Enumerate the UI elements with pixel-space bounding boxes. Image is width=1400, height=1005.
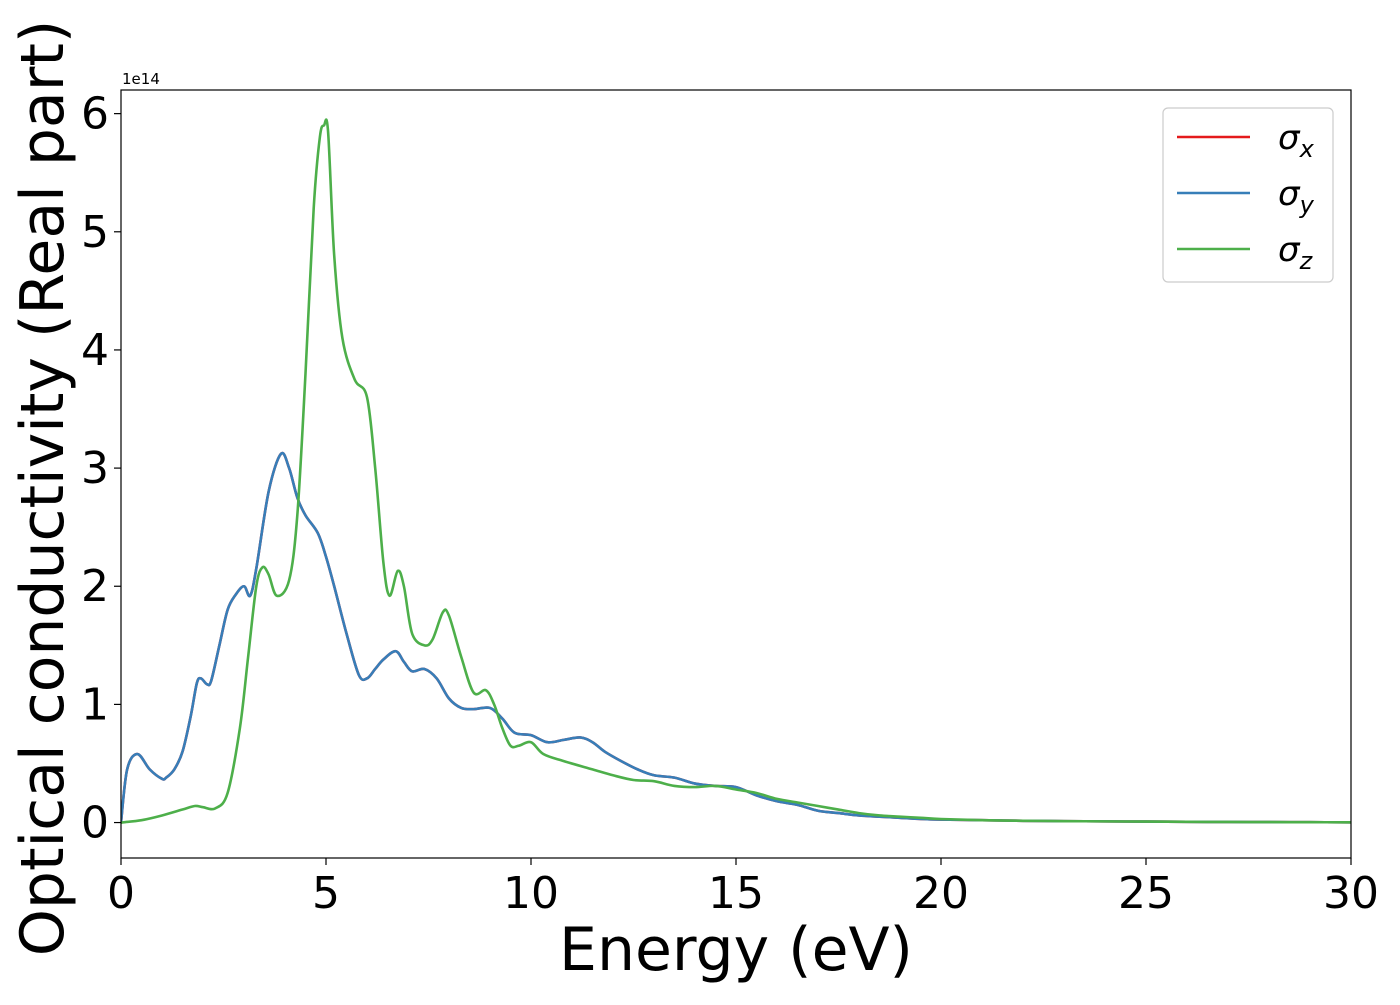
y-axis-label: Optical conductivity (Real part) bbox=[8, 20, 78, 957]
y-tick-label: 4 bbox=[81, 325, 109, 376]
y-tick-label: 2 bbox=[81, 561, 109, 612]
y-tick-label: 3 bbox=[81, 443, 109, 494]
y-tick-label: 1 bbox=[81, 679, 109, 730]
legend: σx σy σz bbox=[1162, 107, 1334, 283]
series-line-z bbox=[121, 118, 1351, 824]
y-tick-label: 6 bbox=[81, 89, 109, 140]
series-line-x bbox=[121, 451, 1351, 824]
x-tick-label: 20 bbox=[913, 868, 969, 919]
legend-label-y: σy bbox=[1278, 174, 1315, 219]
y-offset-label: 1e14 bbox=[122, 70, 160, 88]
x-tick-label: 30 bbox=[1323, 868, 1379, 919]
x-tick-label: 15 bbox=[708, 868, 764, 919]
x-tick-label: 5 bbox=[312, 868, 340, 919]
x-tick-label: 25 bbox=[1118, 868, 1174, 919]
series-line-y bbox=[121, 451, 1351, 824]
x-axis-ticks: 0 5 10 15 20 25 30 bbox=[107, 858, 1379, 919]
x-axis-label: Energy (eV) bbox=[559, 915, 913, 985]
legend-frame bbox=[1162, 107, 1334, 283]
y-tick-label: 5 bbox=[81, 207, 109, 258]
x-tick-label: 10 bbox=[503, 868, 559, 919]
x-tick-label: 0 bbox=[107, 868, 135, 919]
y-axis-ticks: 0 1 2 3 4 5 6 bbox=[81, 89, 121, 849]
legend-label-z: σz bbox=[1278, 230, 1314, 275]
legend-label-x: σx bbox=[1278, 118, 1315, 163]
y-tick-label: 0 bbox=[81, 798, 109, 849]
series-layer bbox=[121, 118, 1351, 824]
